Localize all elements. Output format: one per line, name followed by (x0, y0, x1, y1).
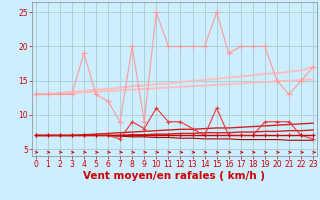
X-axis label: Vent moyen/en rafales ( km/h ): Vent moyen/en rafales ( km/h ) (84, 171, 265, 181)
